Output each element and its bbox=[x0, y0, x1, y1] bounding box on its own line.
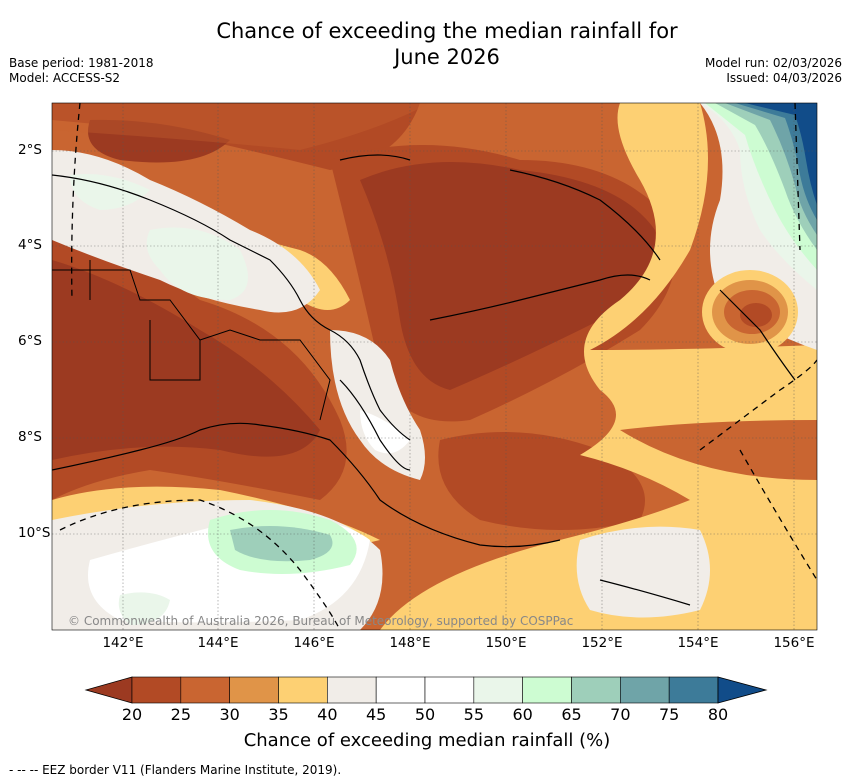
lat-label: 2°S bbox=[18, 142, 42, 158]
colorbar-tick-label: 35 bbox=[268, 705, 289, 724]
lon-label: 148°E bbox=[389, 635, 431, 651]
colorbar-box bbox=[424, 676, 475, 704]
colorbar-box bbox=[620, 676, 670, 704]
colorbar-low-arrow bbox=[84, 676, 133, 704]
colorbar-tick-label: 20 bbox=[121, 705, 143, 724]
colorbar-tick-label: 25 bbox=[170, 705, 191, 724]
colorbar bbox=[84, 676, 768, 704]
lat-label: 10°S bbox=[18, 525, 51, 541]
colorbar-box bbox=[180, 676, 230, 704]
colorbar-tick-label: 30 bbox=[219, 705, 240, 724]
rainfall-field bbox=[52, 103, 817, 630]
colorbar-box bbox=[278, 676, 328, 704]
colorbar-title: Chance of exceeding median rainfall (%) bbox=[243, 730, 611, 751]
issued-date: Issued: 04/03/2026 bbox=[726, 71, 842, 85]
title-line-2: June 2026 bbox=[394, 45, 500, 69]
colorbar-tick-label: 50 bbox=[414, 705, 436, 724]
title-line-1: Chance of exceeding the median rainfall … bbox=[216, 19, 678, 43]
lon-label: 142°E bbox=[102, 635, 144, 651]
colorbar-tick-label: 75 bbox=[658, 705, 680, 724]
coastlines bbox=[52, 154, 796, 606]
colorbar-tick-label: 80 bbox=[707, 705, 729, 724]
colorbar-box bbox=[131, 676, 182, 704]
copyright-note: © Commonwealth of Australia 2026, Bureau… bbox=[68, 614, 574, 628]
colorbar-box bbox=[473, 676, 523, 704]
colorbar-box bbox=[522, 676, 572, 704]
borders bbox=[52, 260, 331, 421]
base-period: Base period: 1981-2018 bbox=[9, 56, 154, 70]
colorbar-high-arrow bbox=[717, 676, 768, 704]
colorbar-box bbox=[375, 676, 426, 704]
eez-borders bbox=[59, 103, 817, 630]
model-run: Model run: 02/03/2026 bbox=[704, 56, 842, 70]
colorbar-box bbox=[327, 676, 377, 704]
colorbar-tick-label: 70 bbox=[610, 705, 631, 724]
colorbar-tick-label: 60 bbox=[512, 705, 533, 724]
lon-label: 154°E bbox=[677, 635, 719, 651]
lat-label: 6°S bbox=[18, 333, 42, 349]
meta-right: Model run: 02/03/2026 Issued: 04/03/2026 bbox=[705, 56, 842, 86]
lon-label: 150°E bbox=[485, 635, 527, 651]
lat-label: 8°S bbox=[18, 429, 42, 445]
meta-left: Base period: 1981-2018 Model: ACCESS-S2 bbox=[9, 56, 154, 86]
colorbar-tick-label: 65 bbox=[561, 705, 582, 724]
lon-label: 152°E bbox=[581, 635, 623, 651]
colorbar-tick-label: 45 bbox=[365, 705, 387, 724]
lon-label: 144°E bbox=[197, 635, 239, 651]
colorbar-box bbox=[229, 676, 279, 704]
model-name: Model: ACCESS-S2 bbox=[9, 71, 121, 85]
chart-title: Chance of exceeding the median rainfall … bbox=[160, 18, 734, 70]
colorbar-box bbox=[571, 676, 621, 704]
lon-label: 146°E bbox=[293, 635, 335, 651]
colorbar-tick-label: 40 bbox=[317, 705, 338, 724]
lat-label: 4°S bbox=[18, 237, 42, 253]
lon-label: 156°E bbox=[773, 635, 815, 651]
map-frame bbox=[51, 102, 818, 631]
colorbar-box bbox=[668, 676, 719, 704]
colorbar-tick-label: 55 bbox=[463, 705, 484, 724]
eez-note: - -- -- EEZ border V11 (Flanders Marine … bbox=[9, 763, 342, 777]
